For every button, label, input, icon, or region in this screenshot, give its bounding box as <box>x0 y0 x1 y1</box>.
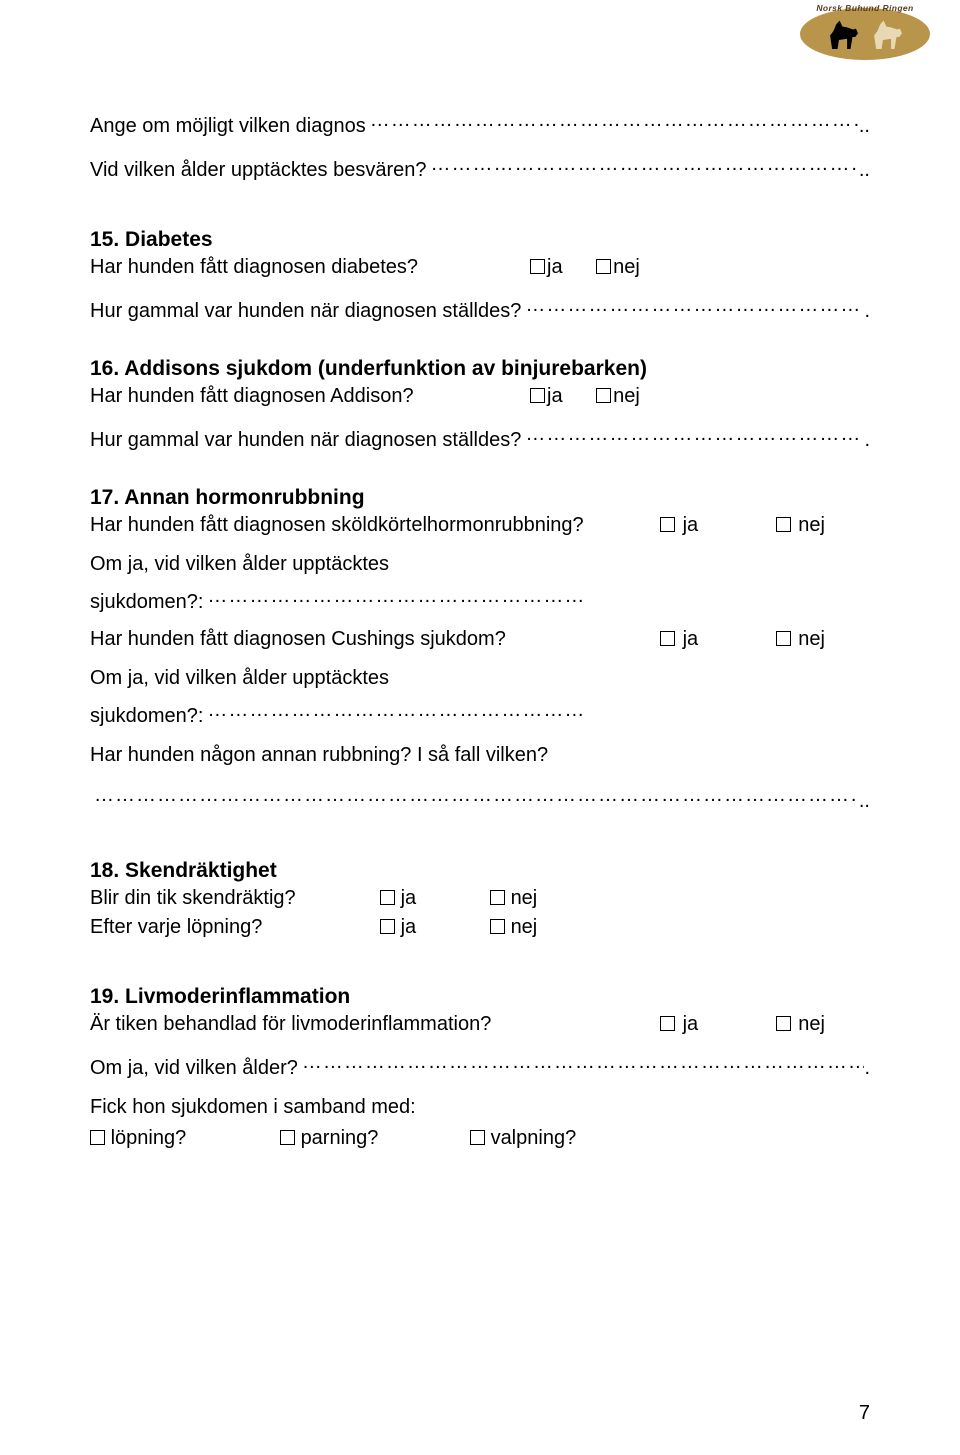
q18-1-nej-checkbox[interactable] <box>490 890 505 905</box>
q15-1-ja-checkbox[interactable] <box>530 259 545 274</box>
q16-1-nej-checkbox[interactable] <box>596 388 611 403</box>
q19-1-ja-checkbox[interactable] <box>660 1016 675 1031</box>
club-badge: Norsk Buhund Ringen <box>800 8 930 60</box>
dotted-fill[interactable] <box>203 584 583 608</box>
q17-1-ja-checkbox[interactable] <box>660 517 675 532</box>
dotted-end: .. <box>859 115 870 138</box>
q17-4b-text: sjukdomen?: <box>90 705 203 728</box>
q18-1-text: Blir din tik skendräktig? <box>90 887 296 909</box>
q17-4a: Om ja, vid vilken ålder upptäcktes <box>90 665 870 692</box>
nej-label: nej <box>511 887 538 909</box>
q19-1-nej-checkbox[interactable] <box>776 1016 791 1031</box>
q17-5-fill-row: .. <box>90 783 870 813</box>
section-19-heading: 19. Livmoderinflammation <box>90 985 870 1009</box>
dotted-fill[interactable] <box>298 1050 865 1074</box>
q17-1-text: Har hunden fått diagnosen sköldkörtelhor… <box>90 514 584 536</box>
diagnosis-label: Ange om möjligt vilken diagnos <box>90 115 366 138</box>
q19-3-options: löpning? parning? valpning? <box>90 1127 870 1150</box>
q18-2-ja-checkbox[interactable] <box>380 919 395 934</box>
dotted-end: . <box>864 1057 870 1080</box>
q19-lopning-checkbox[interactable] <box>90 1130 105 1145</box>
q17-2b-text: sjukdomen?: <box>90 591 203 614</box>
ja-label: ja <box>683 514 699 536</box>
q19-valpning-checkbox[interactable] <box>470 1130 485 1145</box>
q17-3-text: Har hunden fått diagnosen Cushings sjukd… <box>90 628 506 650</box>
q19-2-row: Om ja, vid vilken ålder? . <box>90 1050 870 1080</box>
age-detected-line: Vid vilken ålder upptäcktes besvären? .. <box>90 152 870 182</box>
dotted-end: . <box>864 300 870 323</box>
q18-1-row: Blir din tik skendräktig? ja nej <box>90 887 870 910</box>
dog-silhouette-cream-icon <box>870 19 904 49</box>
q15-1-row: Har hunden fått diagnosen diabetes? ja n… <box>90 256 870 279</box>
ja-label: ja <box>683 628 699 650</box>
q16-1-text: Har hunden fått diagnosen Addison? <box>90 385 414 407</box>
q17-5-text: Har hunden någon annan rubbning? I så fa… <box>90 742 870 769</box>
q18-2-row: Efter varje löpning? ja nej <box>90 916 870 939</box>
q15-1-nej-checkbox[interactable] <box>596 259 611 274</box>
q19-parning-checkbox[interactable] <box>280 1130 295 1145</box>
section-18-heading: 18. Skendräktighet <box>90 859 870 883</box>
q15-2-text: Hur gammal var hunden när diagnosen stäl… <box>90 300 521 323</box>
q19-3-text: Fick hon sjukdomen i samband med: <box>90 1094 870 1121</box>
q15-2-row: Hur gammal var hunden när diagnosen stäl… <box>90 293 870 323</box>
dotted-fill-full[interactable] <box>90 783 859 807</box>
q16-1-ja-checkbox[interactable] <box>530 388 545 403</box>
dotted-fill[interactable] <box>521 422 864 446</box>
section-15-heading: 15. Diabetes <box>90 228 870 252</box>
q17-2a: Om ja, vid vilken ålder upptäcktes <box>90 551 870 578</box>
q15-1-text: Har hunden fått diagnosen diabetes? <box>90 256 418 278</box>
badge-arc-text: Norsk Buhund Ringen <box>800 3 930 13</box>
q18-2-text: Efter varje löpning? <box>90 916 262 938</box>
q17-3-nej-checkbox[interactable] <box>776 631 791 646</box>
valpning-label: valpning? <box>491 1127 577 1149</box>
q16-1-row: Har hunden fått diagnosen Addison? ja ne… <box>90 385 870 408</box>
q17-1-row: Har hunden fått diagnosen sköldkörtelhor… <box>90 514 870 537</box>
ja-label: ja <box>401 916 417 938</box>
parning-label: parning? <box>301 1127 379 1149</box>
dotted-fill[interactable] <box>521 293 864 317</box>
q18-1-ja-checkbox[interactable] <box>380 890 395 905</box>
q16-2-text: Hur gammal var hunden när diagnosen stäl… <box>90 429 521 452</box>
nej-label: nej <box>511 916 538 938</box>
q17-3-ja-checkbox[interactable] <box>660 631 675 646</box>
ja-label: ja <box>683 1013 699 1035</box>
diagnosis-freeform-line: Ange om möjligt vilken diagnos .. <box>90 108 870 138</box>
lopning-label: löpning? <box>111 1127 187 1149</box>
q18-2-nej-checkbox[interactable] <box>490 919 505 934</box>
q19-1-row: Är tiken behandlad för livmoderinflammat… <box>90 1013 870 1036</box>
nej-label: nej <box>798 1013 825 1035</box>
q17-2b-row: sjukdomen?: <box>90 584 870 614</box>
dog-silhouette-black-icon <box>826 19 860 49</box>
ja-label: ja <box>547 256 563 278</box>
q19-2-text: Om ja, vid vilken ålder? <box>90 1057 298 1080</box>
nej-label: nej <box>798 514 825 536</box>
dotted-end: .. <box>859 790 870 813</box>
nej-label: nej <box>613 385 640 407</box>
q17-4b-row: sjukdomen?: <box>90 698 870 728</box>
q19-1-text: Är tiken behandlad för livmoderinflammat… <box>90 1013 491 1035</box>
dotted-fill[interactable] <box>366 108 859 132</box>
age-detected-label: Vid vilken ålder upptäcktes besvären? <box>90 159 427 182</box>
dotted-end: .. <box>859 159 870 182</box>
ja-label: ja <box>401 887 417 909</box>
ja-label: ja <box>547 385 563 407</box>
q17-1-nej-checkbox[interactable] <box>776 517 791 532</box>
q17-3-row: Har hunden fått diagnosen Cushings sjukd… <box>90 628 870 651</box>
nej-label: nej <box>613 256 640 278</box>
dotted-fill[interactable] <box>203 698 583 722</box>
page-number: 7 <box>859 1402 870 1425</box>
section-17-heading: 17. Annan hormonrubbning <box>90 486 870 510</box>
nej-label: nej <box>798 628 825 650</box>
q16-2-row: Hur gammal var hunden när diagnosen stäl… <box>90 422 870 452</box>
dotted-fill[interactable] <box>427 152 859 176</box>
dotted-end: . <box>864 429 870 452</box>
section-16-heading: 16. Addisons sjukdom (underfunktion av b… <box>90 357 870 381</box>
